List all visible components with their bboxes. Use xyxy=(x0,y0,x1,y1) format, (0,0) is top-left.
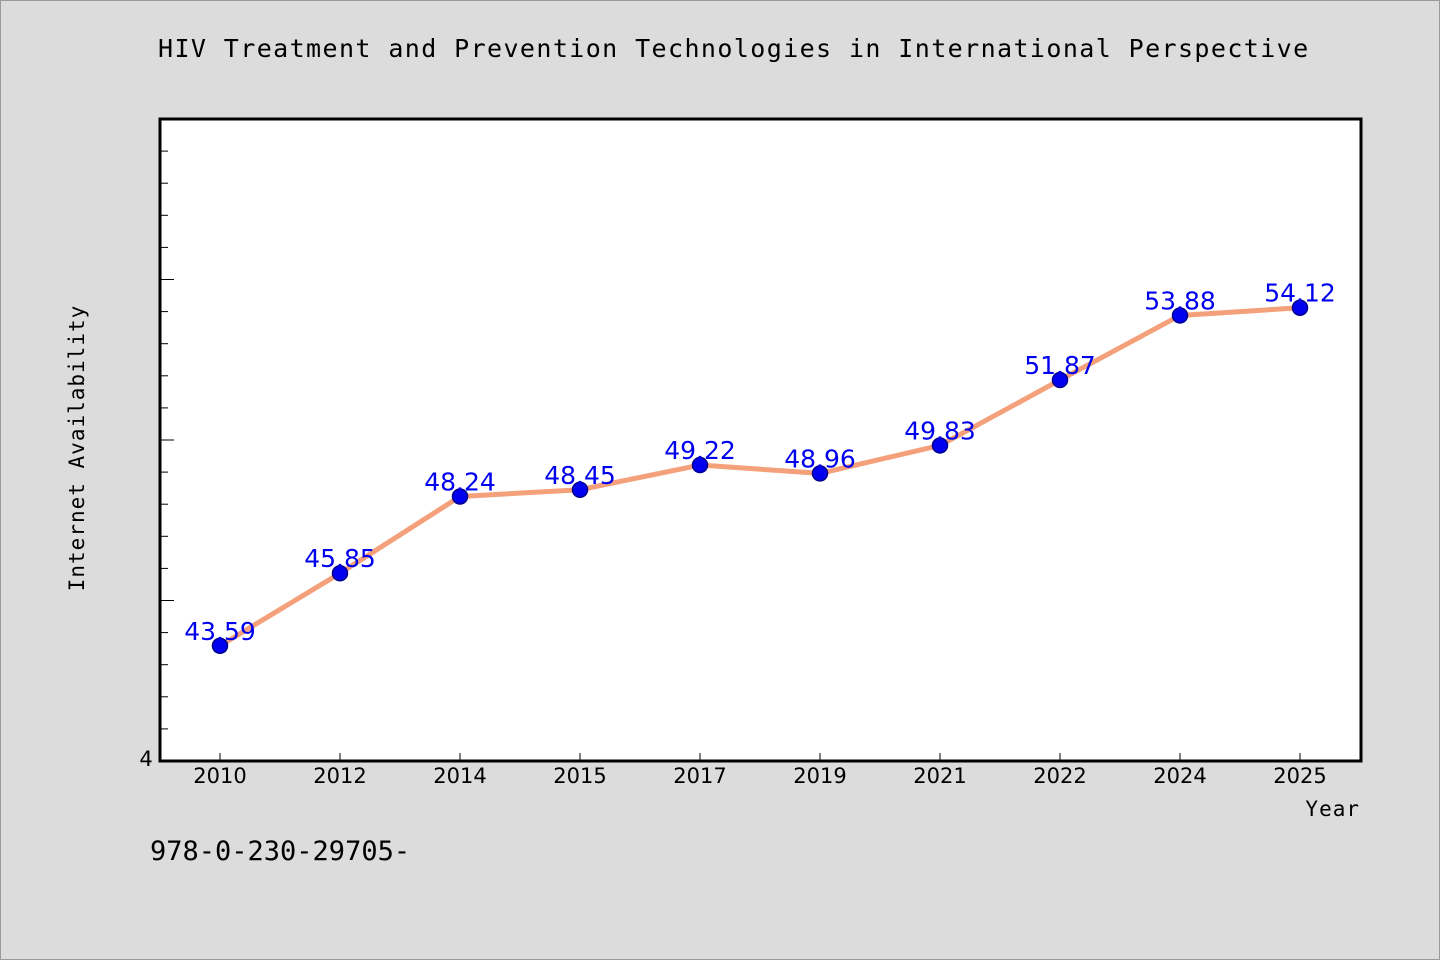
data-point xyxy=(1171,307,1189,324)
data-label: 48.96 xyxy=(784,444,856,473)
x-tick-label: 2017 xyxy=(673,764,726,788)
x-tick-label: 2021 xyxy=(913,764,966,788)
x-axis-ticks: 2010 2012 2014 2015 2017 2019 2021 2022 2024 2025 xyxy=(193,753,1327,788)
footer-code: 978-0-230-29705- xyxy=(150,836,411,867)
data-label: 49.22 xyxy=(664,436,736,465)
data-point xyxy=(691,456,709,474)
x-tick-label: 2019 xyxy=(793,764,846,788)
data-point xyxy=(211,637,229,655)
y-axis-ticks xyxy=(160,150,174,730)
data-point xyxy=(811,465,829,482)
data-label: 53.88 xyxy=(1144,286,1216,315)
plot-area xyxy=(158,117,1363,763)
x-tick-label: 2012 xyxy=(313,764,366,788)
x-tick-label: 2022 xyxy=(1033,764,1086,788)
data-point xyxy=(931,437,949,454)
x-axis-label: Year xyxy=(1305,797,1360,821)
data-point xyxy=(331,564,349,582)
x-tick-label: 2010 xyxy=(193,764,246,788)
x-tick-label: 2024 xyxy=(1153,764,1206,788)
y-axis-label: Internet Availability xyxy=(65,305,89,592)
data-label: 48.45 xyxy=(544,461,616,490)
data-point xyxy=(1051,371,1069,389)
series-line-group xyxy=(218,305,1301,648)
data-label: 49.83 xyxy=(904,416,976,445)
data-label: 43.59 xyxy=(184,617,256,646)
data-points xyxy=(211,299,1309,655)
data-point xyxy=(571,481,589,499)
x-tick-label: 2025 xyxy=(1273,764,1326,788)
chart-title: HIV Treatment and Prevention Technologie… xyxy=(158,34,1310,63)
data-label: 48.24 xyxy=(424,467,496,496)
series-line xyxy=(218,305,1301,648)
y-tick-label: 4 xyxy=(139,747,152,771)
x-tick-label: 2015 xyxy=(553,764,606,788)
data-point xyxy=(1291,299,1309,316)
data-labels: 43.59 45.85 48.24 48.45 49.22 48.96 49.83 51.87… xyxy=(184,279,1336,646)
data-label: 45.85 xyxy=(304,544,376,573)
x-tick-label: 2014 xyxy=(433,764,486,788)
data-label: 54.12 xyxy=(1264,279,1336,308)
data-point xyxy=(451,488,469,505)
data-label: 51.87 xyxy=(1024,351,1096,380)
